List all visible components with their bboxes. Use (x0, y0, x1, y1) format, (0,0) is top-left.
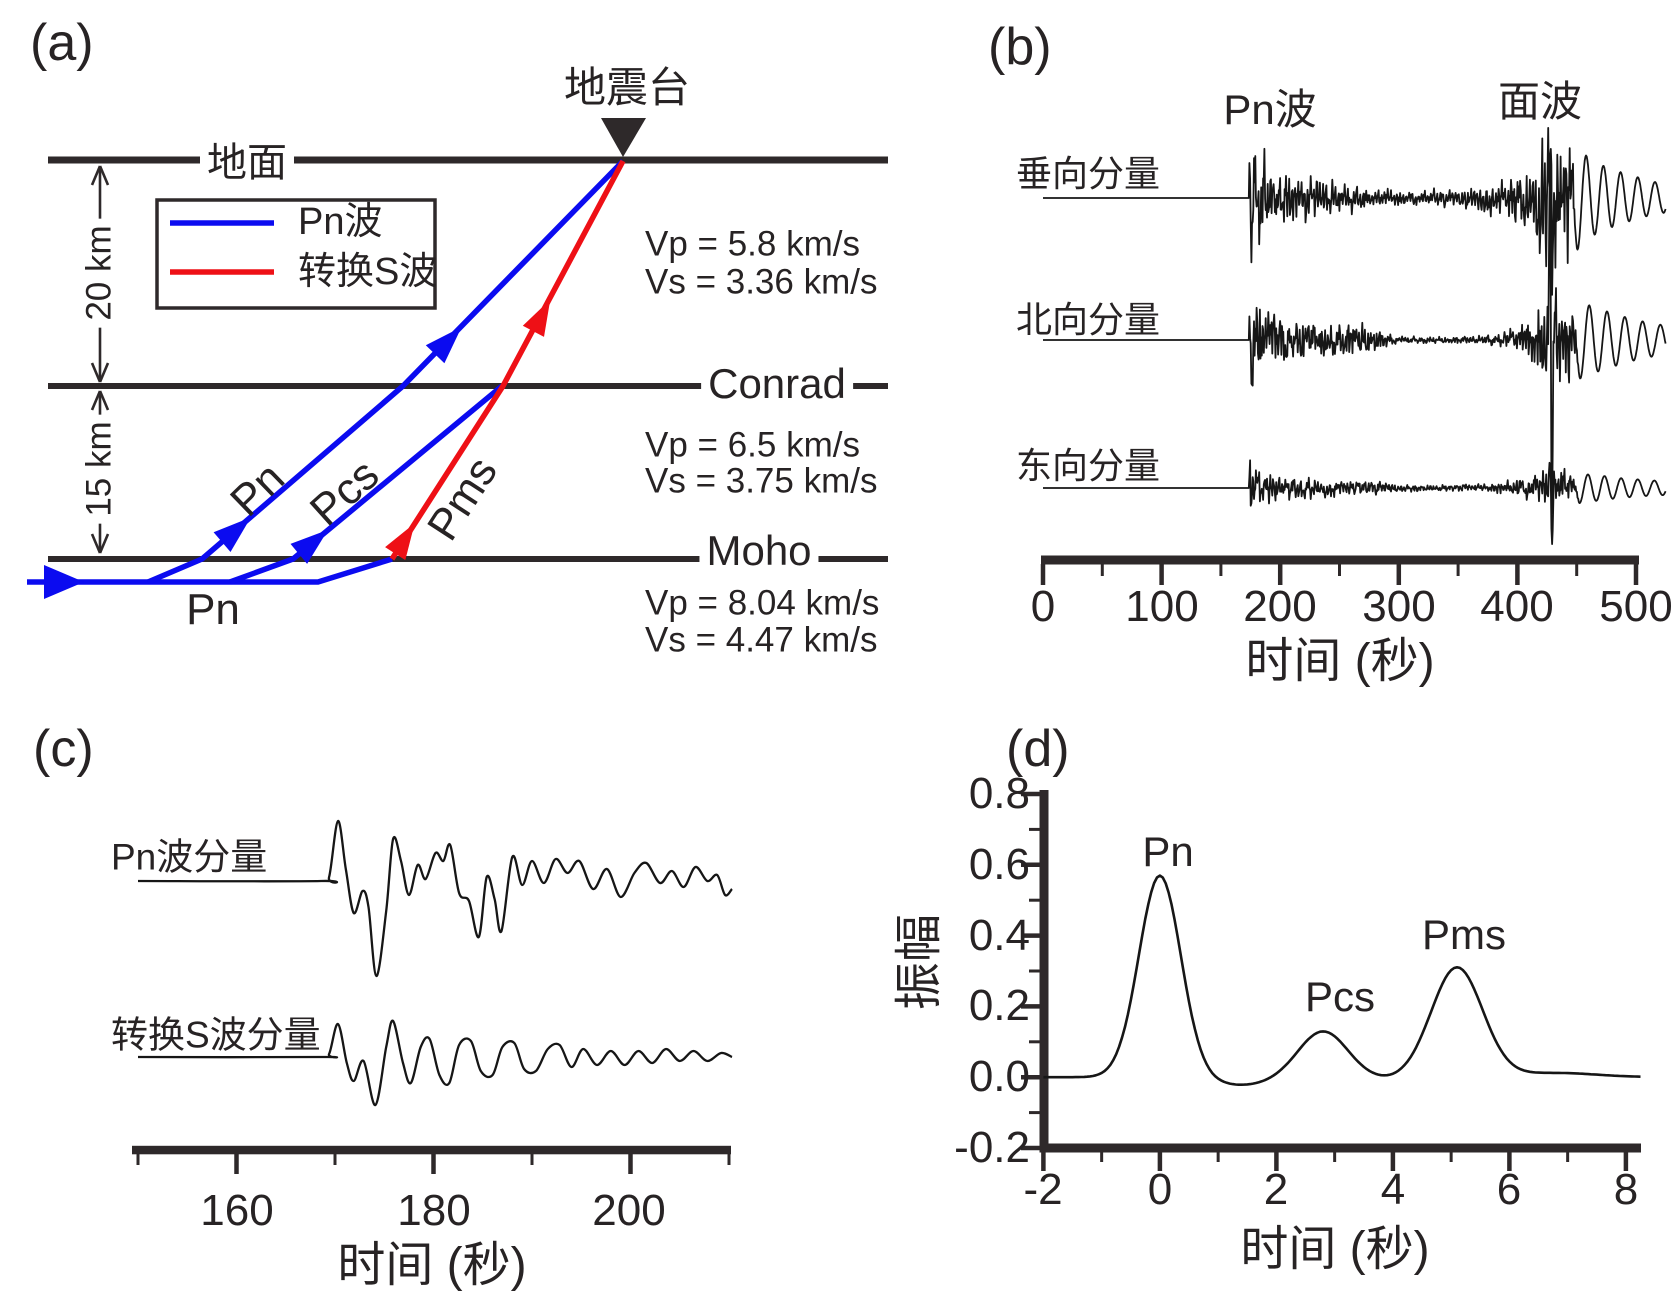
d-ytick-02: 0.2 (968, 980, 1030, 1030)
c-xaxis-title: 时间 (秒) (337, 1238, 527, 1292)
d-xtick-0: 0 (1147, 1164, 1173, 1214)
b-xaxis-title: 时间 (秒) (1245, 634, 1435, 688)
vel-lower-vp: Vp = 6.5 km/s (645, 425, 860, 465)
component-label-east: 东向分量 (1016, 445, 1161, 487)
surface-wave-label: 面波 (1497, 77, 1583, 125)
b-xtick-400: 400 (1480, 581, 1554, 631)
c-xtick-160: 160 (200, 1185, 274, 1235)
d-xtick-neg2: -2 (1023, 1164, 1063, 1214)
panel-a-letter: (a) (30, 14, 94, 72)
ray-label-pn-mantle: Pn (186, 584, 240, 634)
moho-label: Moho (699, 528, 819, 574)
peak-label-pn: Pn (1142, 827, 1194, 875)
b-xtick-300: 300 (1362, 581, 1436, 631)
b-xtick-0: 0 (1030, 581, 1056, 631)
d-xtick-6: 6 (1496, 1164, 1522, 1214)
d-xaxis-title: 时间 (秒) (1240, 1222, 1430, 1276)
vel-lower-vs: Vs = 3.75 km/s (645, 461, 878, 501)
component-label-vertical: 垂向分量 (1016, 153, 1161, 195)
d-ytick-00: 0.0 (968, 1051, 1030, 1101)
b-xtick-500: 500 (1599, 581, 1671, 631)
peak-label-pms: Pms (1422, 910, 1506, 958)
peak-label-pcs: Pcs (1304, 972, 1376, 1020)
trace-label-converted-s-component: 转换S波分量 (111, 1014, 321, 1056)
c-xtick-200: 200 (592, 1185, 666, 1235)
b-xtick-200: 200 (1243, 581, 1317, 631)
component-label-north: 北向分量 (1016, 299, 1161, 341)
ground-label: 地面 (200, 142, 294, 184)
trace-label-pn-component: Pn波分量 (111, 836, 268, 878)
d-yaxis-title: 振幅 (892, 913, 946, 1011)
vel-upper-vs: Vs = 3.36 km/s (645, 262, 878, 302)
panel-c-letter: (c) (33, 720, 94, 778)
d-xtick-4: 4 (1380, 1164, 1406, 1214)
d-ytick-04: 0.4 (968, 910, 1030, 960)
d-ytick-06: 0.6 (968, 839, 1030, 889)
d-ytick-08: 0.8 (968, 768, 1030, 818)
d-ytick-neg02: -0.2 (954, 1122, 1030, 1172)
vel-upper-vp: Vp = 5.8 km/s (645, 224, 860, 264)
d-xtick-8: 8 (1613, 1164, 1639, 1214)
thickness-20km-label: 20 km (80, 218, 119, 328)
thickness-15km-label: 15 km (80, 414, 119, 524)
panel-b-letter: (b) (988, 18, 1052, 76)
legend-converted-label: 转换S波 (298, 251, 438, 294)
d-xtick-2: 2 (1263, 1164, 1289, 1214)
station-label: 地震台 (563, 63, 691, 111)
c-xtick-180: 180 (397, 1185, 471, 1235)
vel-mantle-vs: Vs = 4.47 km/s (645, 620, 878, 660)
b-xtick-100: 100 (1125, 581, 1199, 631)
legend-pn-label: Pn波 (298, 201, 383, 244)
vel-mantle-vp: Vp = 8.04 km/s (645, 583, 880, 623)
panel-d-letter: (d) (1006, 720, 1070, 778)
pn-wave-label: Pn波 (1223, 85, 1317, 133)
conrad-label: Conrad (701, 361, 853, 407)
